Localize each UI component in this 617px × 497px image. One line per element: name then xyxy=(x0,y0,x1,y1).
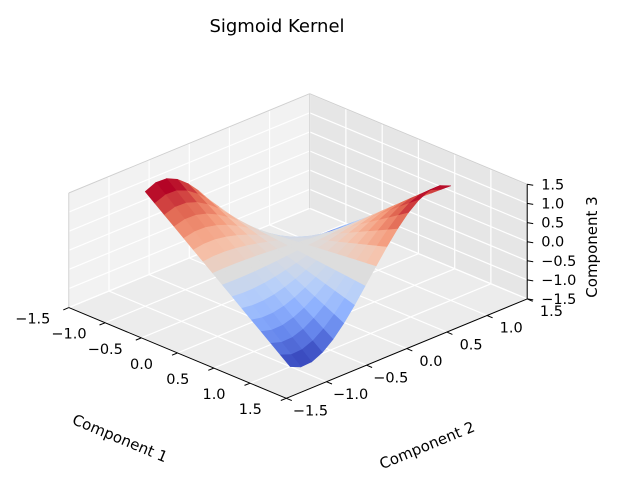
x-tick-1 xyxy=(99,322,106,326)
grid-line-x-floor-0 xyxy=(68,207,310,309)
y-tick-label-0: −1.5 xyxy=(293,404,328,420)
z-tick-label-5: 1.0 xyxy=(541,196,564,212)
z-tick-2 xyxy=(527,260,534,263)
y-tick-label-4: 0.5 xyxy=(460,337,483,353)
z-tick-1 xyxy=(527,279,534,282)
surface-facet-14-0 xyxy=(280,354,302,368)
y-tick-label-5: 1.0 xyxy=(500,321,523,337)
chart-title: Sigmoid Kernel xyxy=(209,16,344,37)
x-tick-label-1: −1.0 xyxy=(51,327,86,343)
z-axis-label: Component 3 xyxy=(583,196,601,297)
pane-edge-top-left xyxy=(68,93,310,194)
y-tick-2 xyxy=(366,364,373,368)
y-tick-0 xyxy=(286,397,292,402)
x-axis-label: Component 1 xyxy=(70,411,171,467)
x-tick-4 xyxy=(208,367,214,371)
x-tick-label-6: 1.5 xyxy=(239,402,262,418)
y-tick-label-1: −1.0 xyxy=(333,387,368,403)
z-tick-label-4: 0.5 xyxy=(541,216,564,232)
z-tick-3 xyxy=(527,241,534,244)
y-tick-label-6: 1.5 xyxy=(540,304,563,320)
surface-plot xyxy=(144,178,452,368)
y-tick-4 xyxy=(446,331,453,335)
y-tick-1 xyxy=(326,381,333,385)
z-tick-label-0: −1.5 xyxy=(541,292,576,308)
z-tick-5 xyxy=(527,202,534,205)
x-tick-label-3: 0.0 xyxy=(130,357,153,373)
z-tick-label-3: 0.0 xyxy=(541,235,564,251)
x-tick-label-5: 1.0 xyxy=(202,387,225,403)
x-tick-0 xyxy=(63,307,69,311)
z-tick-label-2: −0.5 xyxy=(541,254,576,270)
x-tick-label-2: −0.5 xyxy=(88,342,123,358)
x-tick-label-0: −1.5 xyxy=(15,312,50,328)
z-tick-0 xyxy=(527,298,534,301)
y-tick-label-3: 0.0 xyxy=(419,354,442,370)
y-axis-label: Component 2 xyxy=(377,418,478,473)
pane-edge-top-right xyxy=(309,93,528,185)
x-tick-6 xyxy=(280,397,287,401)
z-tick-6 xyxy=(527,183,534,186)
z-tick-4 xyxy=(527,222,534,225)
y-tick-3 xyxy=(406,348,413,352)
x-tick-5 xyxy=(244,382,251,386)
axes-ticks: −1.5−1.0−0.50.00.51.01.5 −1.5−1.0−0.50.00… xyxy=(15,177,576,419)
y-tick-5 xyxy=(486,315,493,319)
x-tick-label-4: 0.5 xyxy=(166,372,189,388)
x-tick-2 xyxy=(135,337,142,341)
z-tick-label-6: 1.5 xyxy=(541,177,564,193)
y-tick-label-2: −0.5 xyxy=(373,370,408,386)
z-tick-label-1: −1.0 xyxy=(541,273,576,289)
x-tick-3 xyxy=(171,352,178,356)
